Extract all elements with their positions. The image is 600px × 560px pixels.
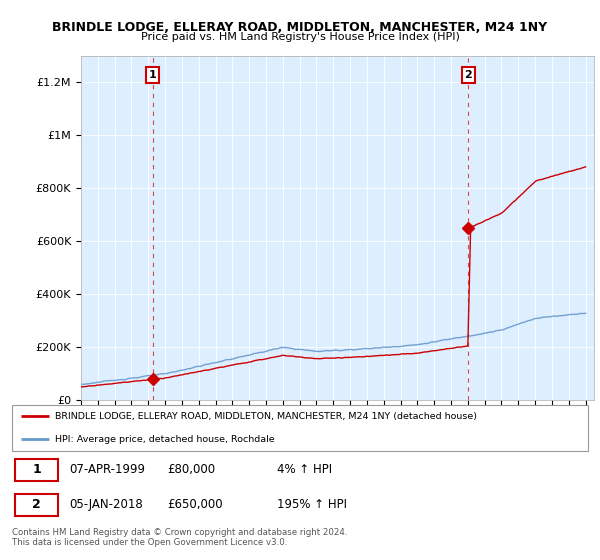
Text: 2: 2 [32,498,41,511]
Text: 05-JAN-2018: 05-JAN-2018 [70,498,143,511]
FancyBboxPatch shape [15,493,58,516]
Text: 195% ↑ HPI: 195% ↑ HPI [277,498,347,511]
Text: Price paid vs. HM Land Registry's House Price Index (HPI): Price paid vs. HM Land Registry's House … [140,32,460,43]
Text: 1: 1 [149,70,157,80]
Text: £650,000: £650,000 [167,498,223,511]
Text: BRINDLE LODGE, ELLERAY ROAD, MIDDLETON, MANCHESTER, M24 1NY: BRINDLE LODGE, ELLERAY ROAD, MIDDLETON, … [52,21,548,34]
Text: 07-APR-1999: 07-APR-1999 [70,463,146,476]
Text: 2: 2 [464,70,472,80]
Text: Contains HM Land Registry data © Crown copyright and database right 2024.
This d: Contains HM Land Registry data © Crown c… [12,528,347,547]
Text: HPI: Average price, detached house, Rochdale: HPI: Average price, detached house, Roch… [55,435,275,444]
FancyBboxPatch shape [15,459,58,481]
Text: £80,000: £80,000 [167,463,215,476]
Text: BRINDLE LODGE, ELLERAY ROAD, MIDDLETON, MANCHESTER, M24 1NY (detached house): BRINDLE LODGE, ELLERAY ROAD, MIDDLETON, … [55,412,477,421]
Text: 1: 1 [32,463,41,476]
Text: 4% ↑ HPI: 4% ↑ HPI [277,463,332,476]
